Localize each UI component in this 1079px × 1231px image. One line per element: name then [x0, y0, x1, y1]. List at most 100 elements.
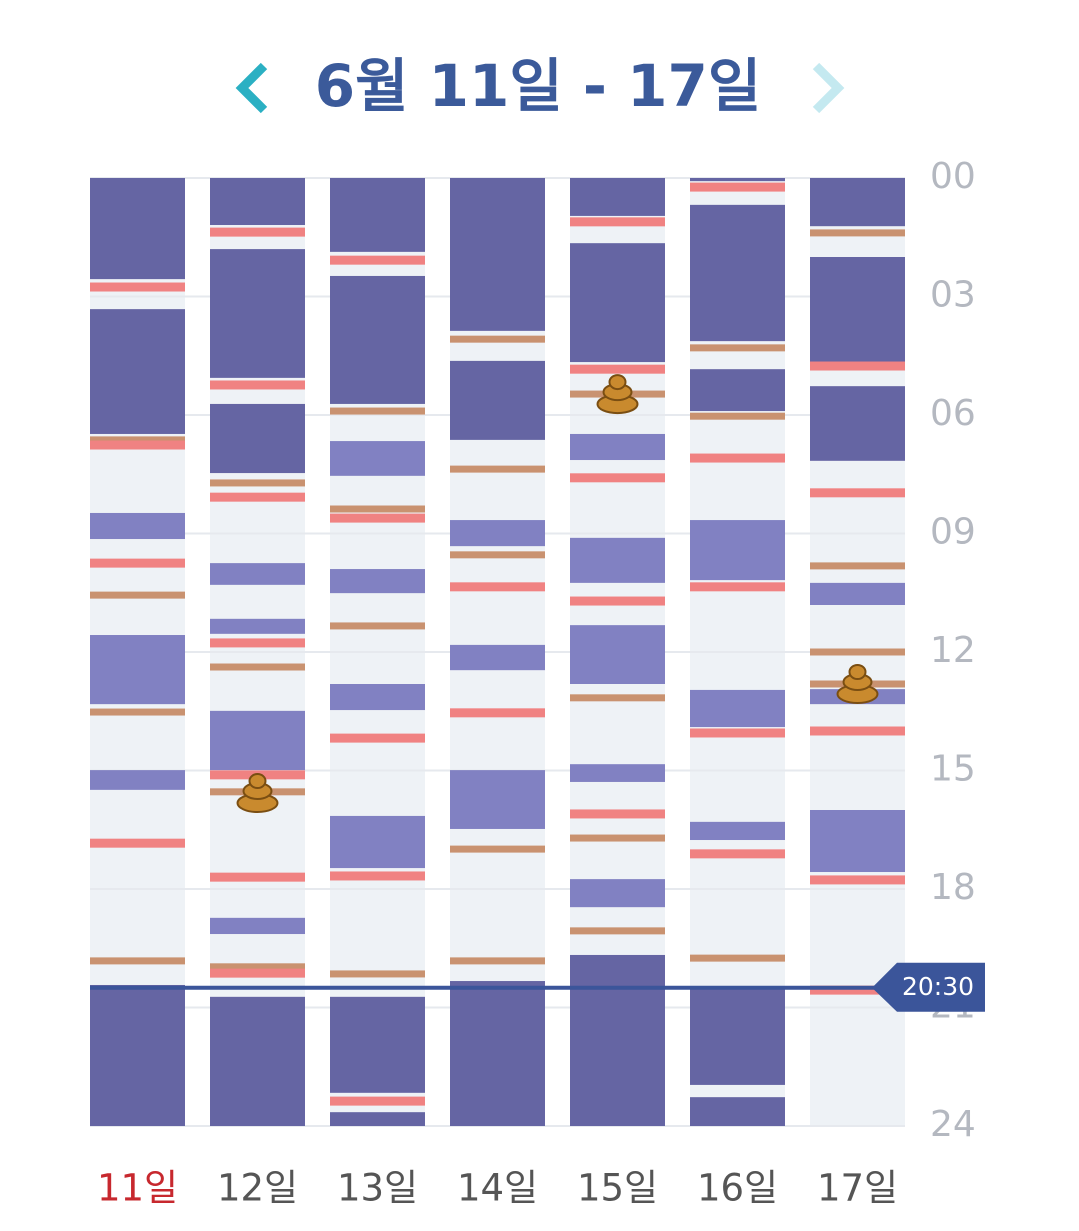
- dark-sleep-block: [90, 309, 185, 434]
- light-sleep-block: [210, 618, 305, 634]
- diaper-mark: [570, 694, 665, 702]
- light-sleep-block: [690, 821, 785, 841]
- dark-sleep-block: [330, 275, 425, 404]
- poop-icon: [836, 663, 879, 704]
- next-arrow[interactable]: [812, 62, 845, 114]
- chart-title: 6월 11일 - 17일: [315, 52, 762, 120]
- dark-sleep-block: [810, 257, 905, 363]
- day-label: 14일: [457, 1167, 538, 1210]
- feed-mark: [810, 488, 905, 498]
- dark-sleep-block: [810, 386, 905, 461]
- feed-mark: [330, 733, 425, 743]
- light-sleep-block: [450, 770, 545, 829]
- light-sleep-block: [210, 563, 305, 585]
- dark-sleep-block: [210, 178, 305, 226]
- feed-mark: [810, 875, 905, 885]
- feed-mark: [210, 227, 305, 237]
- light-sleep-block: [330, 569, 425, 594]
- feed-mark: [330, 255, 425, 265]
- now-label: 20:30: [902, 972, 974, 1001]
- y-tick-label: 18: [930, 867, 976, 908]
- y-tick-label: 15: [930, 749, 976, 790]
- light-sleep-block: [570, 433, 665, 461]
- light-sleep-block: [330, 441, 425, 476]
- diaper-mark: [90, 436, 185, 444]
- feed-mark: [690, 182, 785, 192]
- poop-part: [608, 374, 627, 391]
- y-tick-label: 06: [930, 393, 976, 434]
- feed-mark: [210, 492, 305, 502]
- feed-mark: [90, 282, 185, 292]
- diaper-mark: [810, 229, 905, 237]
- feed-mark: [570, 473, 665, 483]
- diaper-mark: [690, 412, 785, 420]
- y-tick-label: 24: [930, 1104, 976, 1145]
- feed-mark: [90, 838, 185, 848]
- diaper-mark: [570, 834, 665, 842]
- y-tick-label: 12: [930, 630, 976, 671]
- light-sleep-block: [210, 917, 305, 935]
- feed-mark: [810, 361, 905, 371]
- feed-mark: [690, 582, 785, 592]
- poop-part: [848, 663, 867, 680]
- next-week-button[interactable]: [812, 62, 845, 114]
- diaper-mark: [810, 648, 905, 656]
- dark-sleep-block: [90, 984, 185, 1126]
- prev-arrow[interactable]: [235, 62, 268, 114]
- diaper-mark: [210, 479, 305, 487]
- diaper-mark: [330, 407, 425, 415]
- diaper-mark: [690, 344, 785, 352]
- now-label-box: [872, 962, 985, 1012]
- light-sleep-block: [570, 625, 665, 684]
- dark-sleep-block: [330, 996, 425, 1093]
- feed-mark: [210, 638, 305, 648]
- feed-mark: [210, 380, 305, 390]
- diaper-mark: [90, 708, 185, 716]
- diaper-mark: [330, 970, 425, 978]
- dark-sleep-block: [210, 249, 305, 378]
- day-label: 13일: [337, 1167, 418, 1210]
- poop-part: [248, 773, 267, 790]
- prev-week-button[interactable]: [235, 62, 268, 114]
- day-label: 17일: [817, 1167, 898, 1210]
- diaper-mark: [330, 505, 425, 513]
- diaper-mark: [210, 663, 305, 671]
- day-label: 12일: [217, 1167, 298, 1210]
- dark-sleep-block: [210, 403, 305, 474]
- dark-sleep-block: [570, 178, 665, 216]
- day-label: 15일: [577, 1167, 658, 1210]
- feed-mark: [450, 582, 545, 592]
- feed-mark: [90, 558, 185, 568]
- light-sleep-block: [810, 810, 905, 873]
- feed-mark: [810, 726, 905, 736]
- feed-mark: [690, 728, 785, 738]
- dark-sleep-block: [690, 204, 785, 342]
- feed-mark: [570, 364, 665, 374]
- dark-sleep-block: [690, 1097, 785, 1126]
- diaper-mark: [450, 957, 545, 965]
- dark-sleep-block: [570, 954, 665, 1126]
- diaper-mark: [210, 963, 305, 971]
- dark-sleep-block: [690, 369, 785, 412]
- feed-mark: [330, 513, 425, 523]
- diaper-mark: [810, 562, 905, 570]
- diaper-mark: [450, 845, 545, 853]
- light-sleep-block: [690, 689, 785, 728]
- dark-sleep-block: [450, 360, 545, 440]
- feed-mark: [570, 217, 665, 227]
- poop-icon: [596, 374, 639, 415]
- feed-mark: [570, 596, 665, 606]
- day-label: 11일: [97, 1167, 178, 1210]
- feed-mark: [90, 440, 185, 450]
- feed-mark: [690, 453, 785, 463]
- light-sleep-block: [90, 770, 185, 790]
- dark-sleep-block: [330, 178, 425, 252]
- dark-sleep-block: [570, 243, 665, 363]
- light-sleep-block: [450, 520, 545, 547]
- y-tick-label: 03: [930, 275, 976, 316]
- diaper-mark: [450, 335, 545, 343]
- feed-mark: [810, 985, 905, 995]
- diaper-mark: [450, 551, 545, 559]
- diaper-mark: [570, 927, 665, 935]
- light-sleep-block: [90, 512, 185, 540]
